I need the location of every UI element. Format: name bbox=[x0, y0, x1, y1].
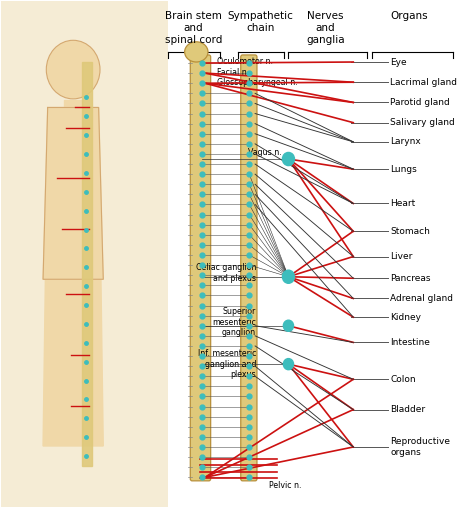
Text: Pancreas: Pancreas bbox=[390, 274, 431, 283]
Text: Larynx: Larynx bbox=[390, 137, 421, 146]
Text: Pelvic n.: Pelvic n. bbox=[269, 481, 301, 490]
Bar bbox=[1, 2, 168, 506]
FancyBboxPatch shape bbox=[241, 55, 257, 481]
Polygon shape bbox=[43, 108, 103, 279]
Text: Nerves
and
ganglia: Nerves and ganglia bbox=[306, 12, 345, 45]
Text: Stomach: Stomach bbox=[390, 227, 430, 236]
Text: Inf. mesenteric
ganglion and
plexus: Inf. mesenteric ganglion and plexus bbox=[198, 349, 256, 379]
Text: Liver: Liver bbox=[390, 252, 413, 261]
Circle shape bbox=[283, 359, 293, 370]
Text: Superior
mesenteric
ganglion: Superior mesenteric ganglion bbox=[212, 307, 256, 337]
Text: Reproductive
organs: Reproductive organs bbox=[390, 437, 450, 457]
Polygon shape bbox=[43, 279, 103, 446]
FancyBboxPatch shape bbox=[190, 55, 210, 481]
Text: Adrenal gland: Adrenal gland bbox=[390, 294, 453, 303]
Text: Kidney: Kidney bbox=[390, 312, 421, 322]
Text: Salivary gland: Salivary gland bbox=[390, 118, 455, 127]
Text: Eye: Eye bbox=[390, 57, 407, 67]
Text: Brain stem
and
spinal cord: Brain stem and spinal cord bbox=[165, 12, 222, 45]
Text: Heart: Heart bbox=[390, 199, 416, 208]
Circle shape bbox=[283, 320, 293, 331]
Text: Colon: Colon bbox=[390, 375, 416, 384]
Polygon shape bbox=[82, 62, 91, 466]
Polygon shape bbox=[64, 100, 82, 108]
Circle shape bbox=[46, 40, 100, 99]
Text: Oculomotor n.: Oculomotor n. bbox=[217, 56, 273, 66]
Text: Sympathetic
chain: Sympathetic chain bbox=[228, 12, 293, 33]
Ellipse shape bbox=[185, 42, 208, 62]
Text: Vagus n.: Vagus n. bbox=[248, 148, 282, 157]
Text: Organs: Organs bbox=[390, 12, 428, 21]
Text: Celiac ganglion
and plexus: Celiac ganglion and plexus bbox=[196, 264, 256, 283]
Text: Facial n.: Facial n. bbox=[217, 68, 249, 77]
Circle shape bbox=[283, 152, 294, 166]
Text: Parotid gland: Parotid gland bbox=[390, 98, 450, 107]
Text: Lacrimal gland: Lacrimal gland bbox=[390, 78, 457, 87]
Text: Bladder: Bladder bbox=[390, 405, 426, 414]
Circle shape bbox=[283, 270, 294, 283]
Text: Glossopharyngeal n.: Glossopharyngeal n. bbox=[217, 78, 297, 87]
Text: Lungs: Lungs bbox=[390, 165, 417, 174]
Text: Intestine: Intestine bbox=[390, 338, 430, 347]
